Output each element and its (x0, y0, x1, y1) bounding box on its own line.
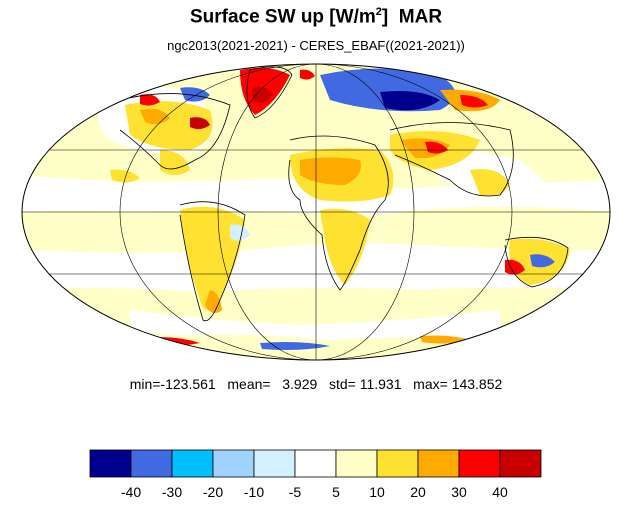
colorbar-tick-label: -40 (121, 484, 141, 500)
graticule (22, 64, 610, 360)
colorbar-box (253, 449, 296, 478)
colorbar-tick-label: 30 (451, 484, 467, 500)
stats-min-label: min= (129, 376, 161, 392)
stats-max-value: 143.852 (451, 376, 503, 392)
title-month: MAR (398, 6, 443, 28)
colorbar-tick-label: -20 (203, 484, 223, 500)
colorbar-labels: -40 -30 -20 -10 -5 5 10 20 30 40 (121, 484, 508, 500)
stats-std-label: std= (328, 376, 356, 392)
colorbar-tick-label: -5 (289, 484, 302, 500)
colorbar-tick-label: -30 (162, 484, 182, 500)
stats-mean-label: mean= (227, 376, 271, 392)
world-map (21, 63, 611, 361)
colorbar-box (294, 449, 337, 478)
plot-title: Surface SW up [W/m2] MAR (0, 6, 632, 28)
colorbar-box (458, 449, 501, 478)
title-superscript: 2 (375, 6, 382, 18)
coastlines (119, 66, 569, 322)
title-close: ] (381, 6, 389, 28)
colorbar-tick-label: -10 (244, 484, 264, 500)
colorbar-tick-label: 5 (332, 484, 340, 500)
northern-anomalies (140, 67, 500, 130)
colorbar-boxes (89, 449, 542, 478)
colorbar-tick-label: 40 (492, 484, 508, 500)
stats-std-value: 11.931 (359, 376, 402, 392)
colorbar-box (130, 449, 173, 478)
colorbar-box (417, 449, 460, 478)
stats-line: min=-123.561 mean= 3.929 std= 11.931 max… (0, 376, 632, 392)
colorbar-box (212, 449, 255, 478)
colorbar-tick-label: 20 (410, 484, 426, 500)
plot-subtitle: ngc2013(2021-2021) - CERES_EBAF((2021-20… (167, 38, 465, 53)
colorbar-box (499, 449, 542, 478)
colorbar-box (171, 449, 214, 478)
colorbar-box (376, 449, 419, 478)
colorbar-tick-label: 10 (369, 484, 385, 500)
stats-min-value: -123.561 (160, 376, 216, 392)
stats-max-label: max= (413, 376, 448, 392)
colorbar-box (335, 449, 378, 478)
stats-mean-value: 3.929 (282, 376, 318, 392)
colorbar-box (89, 449, 132, 478)
map-outline (21, 63, 611, 361)
title-text: Surface SW up [W/m (189, 6, 376, 28)
